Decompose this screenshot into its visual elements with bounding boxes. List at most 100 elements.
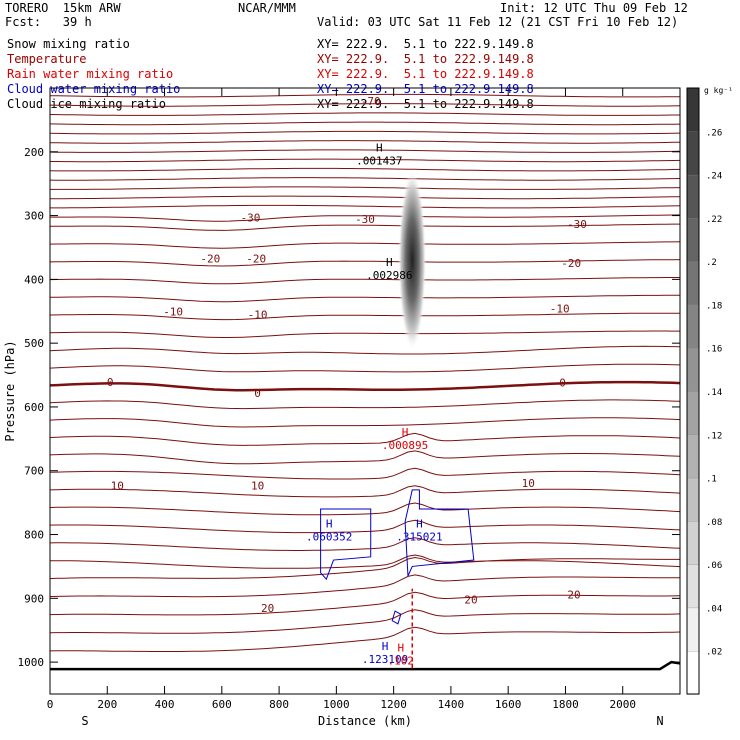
isotherm-line (49, 140, 681, 144)
isotherm-label: -70 (361, 95, 381, 108)
isotherm-label: -10 (163, 305, 183, 318)
isotherm-line (49, 467, 681, 480)
colorbar-tick-label: .2 (706, 258, 717, 268)
isotherm-line (49, 537, 681, 551)
colorbar-tick-label: .06 (706, 561, 722, 571)
isotherm-line (49, 399, 681, 410)
isotherm-label: -10 (248, 308, 268, 321)
terrain-line (50, 660, 681, 671)
colorbar-segment (686, 131, 700, 176)
colorbar-segment (686, 520, 700, 565)
colorbar-tick-label: .12 (706, 431, 722, 441)
isotherm-label: -30 (355, 213, 375, 226)
isotherm-line (50, 204, 681, 209)
isotherm-line (49, 177, 681, 181)
isotherm-label: 0 (254, 387, 261, 400)
colorbar-tick-label: .14 (706, 388, 722, 398)
y-axis-label: Pressure (hPa) (3, 340, 17, 441)
colorbar-segment (686, 217, 700, 262)
y-tick-label: 700 (24, 465, 44, 478)
isotherm-line (49, 363, 681, 373)
init-time: Init: 12 UTC Thu 09 Feb 12 (500, 1, 688, 15)
colorbar-tick-label: .22 (706, 215, 722, 225)
maximum-value: .315021 (396, 530, 442, 543)
isotherm-line (50, 554, 681, 569)
isotherm-line (49, 345, 681, 355)
cloud-water-contour (320, 508, 372, 581)
isotherm-label: 20 (261, 602, 274, 615)
isotherm-label: 10 (111, 479, 124, 492)
isotherm-line (49, 556, 680, 580)
field-range: XY= 222.9. 5.1 to 222.9.149.8 (317, 52, 534, 66)
y-tick-label: 900 (24, 592, 44, 605)
isotherm-label: 10 (251, 479, 264, 492)
x-tick-label: 1600 (495, 698, 522, 711)
isotherm-label: 0 (559, 377, 566, 390)
isotherm-line (49, 485, 681, 498)
x-tick-label: 0 (47, 698, 54, 711)
isotherm-line (49, 294, 680, 303)
field-range: XY= 222.9. 5.1 to 222.9.149.8 (317, 37, 534, 51)
isotherm-line (49, 121, 681, 126)
colorbar-tick-label: .18 (706, 301, 722, 311)
x-tick-label: 1200 (380, 698, 407, 711)
colorbar-segment (686, 390, 700, 435)
isotherm-label: -10 (550, 303, 570, 316)
maximum-marker: H (386, 256, 393, 269)
colorbar-tick-label: .08 (706, 518, 722, 528)
isotherm-line (49, 380, 681, 392)
maximum-marker: H (402, 426, 409, 439)
isotherm-label: 20 (464, 594, 477, 607)
forecast-hour: Fcst: 39 h (5, 15, 92, 29)
colorbar-tick-label: .04 (706, 604, 722, 614)
isotherm-line (49, 93, 681, 98)
colorbar-segment (686, 304, 700, 349)
isotherm-line (50, 223, 680, 231)
isotherm-line (50, 214, 681, 222)
isotherm-label: -30 (241, 211, 261, 224)
south-label: S (81, 714, 88, 728)
isotherm-line (49, 130, 681, 135)
field-name: Temperature (7, 52, 87, 66)
colorbar-tick-label: .02 (706, 648, 722, 658)
maximum-value: .002986 (366, 269, 412, 282)
isotherm-line (49, 502, 681, 516)
cloud-water-contour (404, 489, 475, 577)
maximum-value: .060352 (306, 530, 352, 543)
maximum-marker: H (376, 142, 383, 155)
snow-mixing-ratio-core (398, 170, 427, 351)
model-title: TORERO 15km ARW (5, 1, 121, 15)
y-tick-label: 500 (24, 337, 44, 350)
isotherm-line (50, 158, 681, 163)
isotherm-line (49, 417, 681, 428)
isotherm-label: 10 (522, 477, 535, 490)
colorbar-segment (686, 434, 700, 479)
center-label: NCAR/MMM (238, 1, 296, 15)
colorbar-segment (686, 477, 700, 522)
isotherm-label: 20 (567, 588, 580, 601)
maximum-marker: H (416, 517, 423, 530)
y-tick-label: 1000 (18, 656, 45, 669)
y-tick-label: 800 (24, 529, 44, 542)
valid-time: Valid: 03 UTC Sat 11 Feb 12 (21 CST Fri … (317, 15, 679, 29)
x-tick-label: 1400 (438, 698, 465, 711)
isotherm-line (49, 609, 681, 634)
x-tick-label: 800 (269, 698, 289, 711)
field-range: XY= 222.9. 5.1 to 222.9.149.8 (317, 67, 534, 81)
colorbar-segment (686, 650, 700, 695)
isotherm-line (49, 103, 681, 107)
isotherm-label: 0 (107, 376, 114, 389)
colorbar-segment (686, 607, 700, 652)
x-axis-label: Distance (km) (318, 714, 412, 728)
colorbar-segment (686, 260, 700, 306)
isotherm-label: -20 (561, 257, 581, 270)
isotherm-label: -20 (200, 252, 220, 265)
isotherm-line (49, 574, 680, 598)
colorbar-segment (686, 347, 700, 392)
isotherm-label: -20 (246, 252, 266, 265)
colorbar-tick-label: .16 (706, 345, 722, 355)
isotherm-line (49, 591, 681, 616)
x-tick-label: 600 (212, 698, 232, 711)
x-tick-label: 1000 (323, 698, 350, 711)
